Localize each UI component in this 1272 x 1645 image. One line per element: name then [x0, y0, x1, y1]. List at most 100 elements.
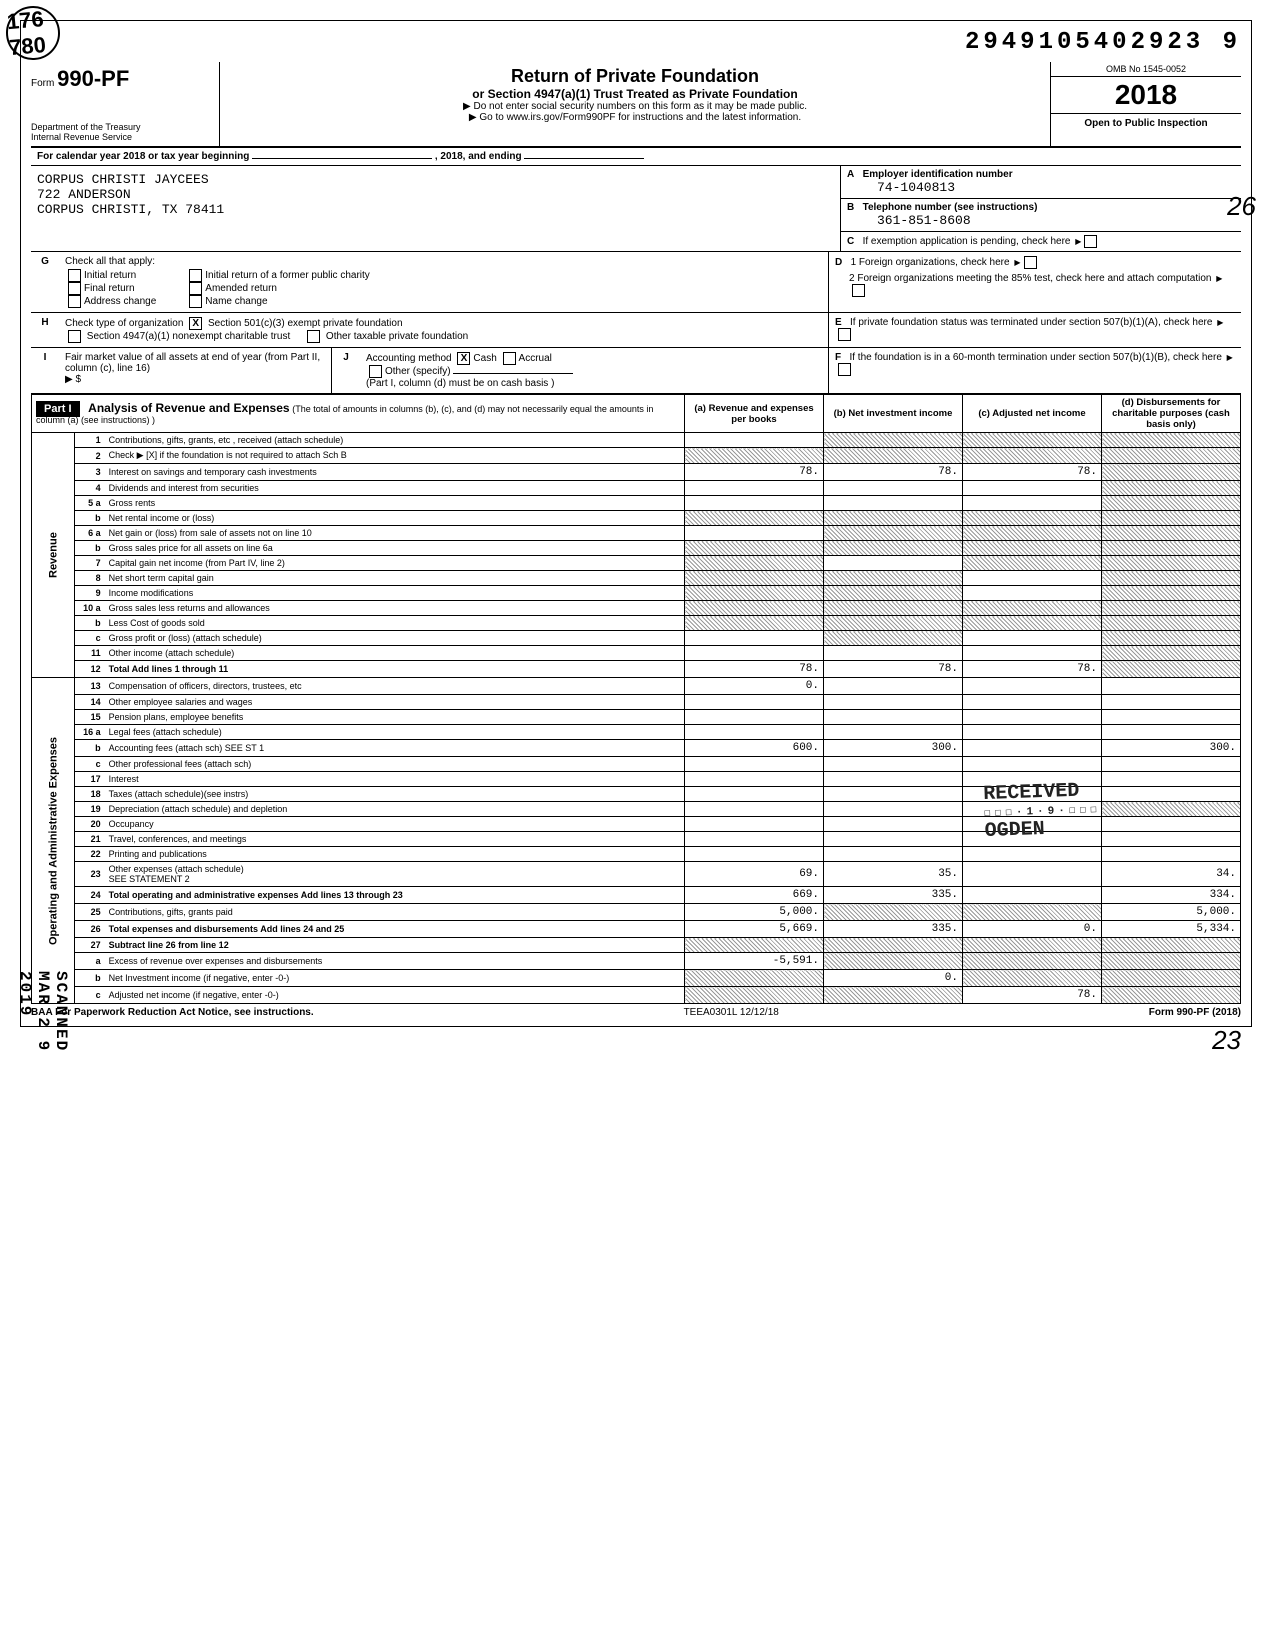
- cell-b: [824, 725, 963, 740]
- handwritten-circle-left: 176 780: [4, 4, 63, 63]
- cell-dd: [1102, 433, 1241, 448]
- cell-c: [963, 725, 1102, 740]
- cell-b: [824, 710, 963, 725]
- cell-a: [685, 631, 824, 646]
- cell-b: [824, 631, 963, 646]
- line-number: 2: [74, 448, 105, 464]
- cell-a: [685, 787, 824, 802]
- cell-c: [963, 695, 1102, 710]
- line-desc: Depreciation (attach schedule) and deple…: [105, 802, 685, 817]
- table-row: 9Income modifications: [32, 586, 1241, 601]
- line-desc: Net gain or (loss) from sale of assets n…: [105, 526, 685, 541]
- cell-c: [963, 757, 1102, 772]
- j-cash-checkbox[interactable]: X: [457, 352, 470, 365]
- box-d2-checkbox[interactable]: [852, 284, 865, 297]
- line-number: 1: [74, 433, 105, 448]
- line-number: 13: [74, 678, 105, 695]
- line-desc: Interest: [105, 772, 685, 787]
- open-inspection: Open to Public Inspection: [1051, 114, 1241, 133]
- line-number: c: [74, 757, 105, 772]
- cell-a: -5,591.: [685, 953, 824, 970]
- line-number: 11: [74, 646, 105, 661]
- g-initial-checkbox[interactable]: [68, 269, 81, 282]
- box-e-checkbox[interactable]: [838, 328, 851, 341]
- h-4947-checkbox[interactable]: [68, 330, 81, 343]
- box-f-checkbox[interactable]: [838, 363, 851, 376]
- cell-dd: 334.: [1102, 887, 1241, 904]
- cell-c: [963, 601, 1102, 616]
- handwritten-26: 26: [1227, 191, 1256, 222]
- box-b-label: Telephone number (see instructions): [863, 202, 1038, 213]
- box-c-checkbox[interactable]: [1084, 235, 1097, 248]
- cell-b: [824, 646, 963, 661]
- g-namechg-checkbox[interactable]: [189, 295, 202, 308]
- line-desc: Accounting fees (attach sch) SEE ST 1: [105, 740, 685, 757]
- cell-b: [824, 787, 963, 802]
- cell-b: [824, 586, 963, 601]
- cell-b: 300.: [824, 740, 963, 757]
- cell-b: [824, 802, 963, 817]
- g-amended-checkbox[interactable]: [189, 282, 202, 295]
- j-note: (Part I, column (d) must be on cash basi…: [366, 378, 554, 389]
- cell-b: [824, 817, 963, 832]
- cal-year-mid: , 2018, and ending: [435, 151, 522, 162]
- table-row: bAccounting fees (attach sch) SEE ST 160…: [32, 740, 1241, 757]
- cell-a: [685, 757, 824, 772]
- cell-a: 600.: [685, 740, 824, 757]
- j-other-checkbox[interactable]: [369, 365, 382, 378]
- col-a-header: (a) Revenue and expenses per books: [685, 395, 824, 433]
- cell-c: [963, 938, 1102, 953]
- org-addr1: 722 ANDERSON: [37, 187, 834, 202]
- header-right: OMB No 1545-0052 2018 Open to Public Ins…: [1051, 62, 1241, 146]
- line-desc: Total expenses and disbursements Add lin…: [105, 921, 685, 938]
- h-501c3-checkbox[interactable]: X: [189, 317, 202, 330]
- line-desc: Other employee salaries and wages: [105, 695, 685, 710]
- form-prefix: Form: [31, 78, 54, 89]
- cell-dd: [1102, 847, 1241, 862]
- cell-a: [685, 526, 824, 541]
- table-row: cOther professional fees (attach sch): [32, 757, 1241, 772]
- g-final-checkbox[interactable]: [68, 282, 81, 295]
- h-label: Check type of organization: [65, 318, 183, 329]
- j-accrual-checkbox[interactable]: [503, 352, 516, 365]
- cell-dd: [1102, 970, 1241, 987]
- cell-b: [824, 904, 963, 921]
- g-address-checkbox[interactable]: [68, 295, 81, 308]
- cell-b: [824, 571, 963, 586]
- h-other-checkbox[interactable]: [307, 330, 320, 343]
- box-d1-checkbox[interactable]: [1024, 256, 1037, 269]
- cell-b: [824, 556, 963, 571]
- line-number: 24: [74, 887, 105, 904]
- table-row: 7Capital gain net income (from Part IV, …: [32, 556, 1241, 571]
- form-note2: ▶ Go to www.irs.gov/Form990PF for instru…: [228, 112, 1042, 123]
- line-number: 10 a: [74, 601, 105, 616]
- cell-c: [963, 970, 1102, 987]
- cell-a: [685, 725, 824, 740]
- line-desc: Interest on savings and temporary cash i…: [105, 464, 685, 481]
- cell-dd: [1102, 586, 1241, 601]
- line-desc: Other expenses (attach schedule) SEE STA…: [105, 862, 685, 887]
- g-opt-0: Initial return: [84, 270, 136, 281]
- line-number: b: [74, 970, 105, 987]
- cell-a: [685, 710, 824, 725]
- cell-dd: [1102, 987, 1241, 1004]
- table-row: 8Net short term capital gain: [32, 571, 1241, 586]
- cell-dd: [1102, 526, 1241, 541]
- section-g-row: G Check all that apply: Initial return F…: [31, 252, 1241, 313]
- g-former-checkbox[interactable]: [189, 269, 202, 282]
- table-row: 24Total operating and administrative exp…: [32, 887, 1241, 904]
- cell-a: [685, 802, 824, 817]
- cell-a: [685, 601, 824, 616]
- table-row: bNet Investment income (if negative, ent…: [32, 970, 1241, 987]
- cell-a: 669.: [685, 887, 824, 904]
- table-row: bNet rental income or (loss): [32, 511, 1241, 526]
- table-row: Operating and Administrative Expenses13C…: [32, 678, 1241, 695]
- cell-a: 5,000.: [685, 904, 824, 921]
- cell-dd: [1102, 832, 1241, 847]
- line-number: 7: [74, 556, 105, 571]
- cell-b: [824, 772, 963, 787]
- line-number: 4: [74, 481, 105, 496]
- line-desc: Total Add lines 1 through 11: [105, 661, 685, 678]
- cell-b: 335.: [824, 921, 963, 938]
- cell-dd: [1102, 571, 1241, 586]
